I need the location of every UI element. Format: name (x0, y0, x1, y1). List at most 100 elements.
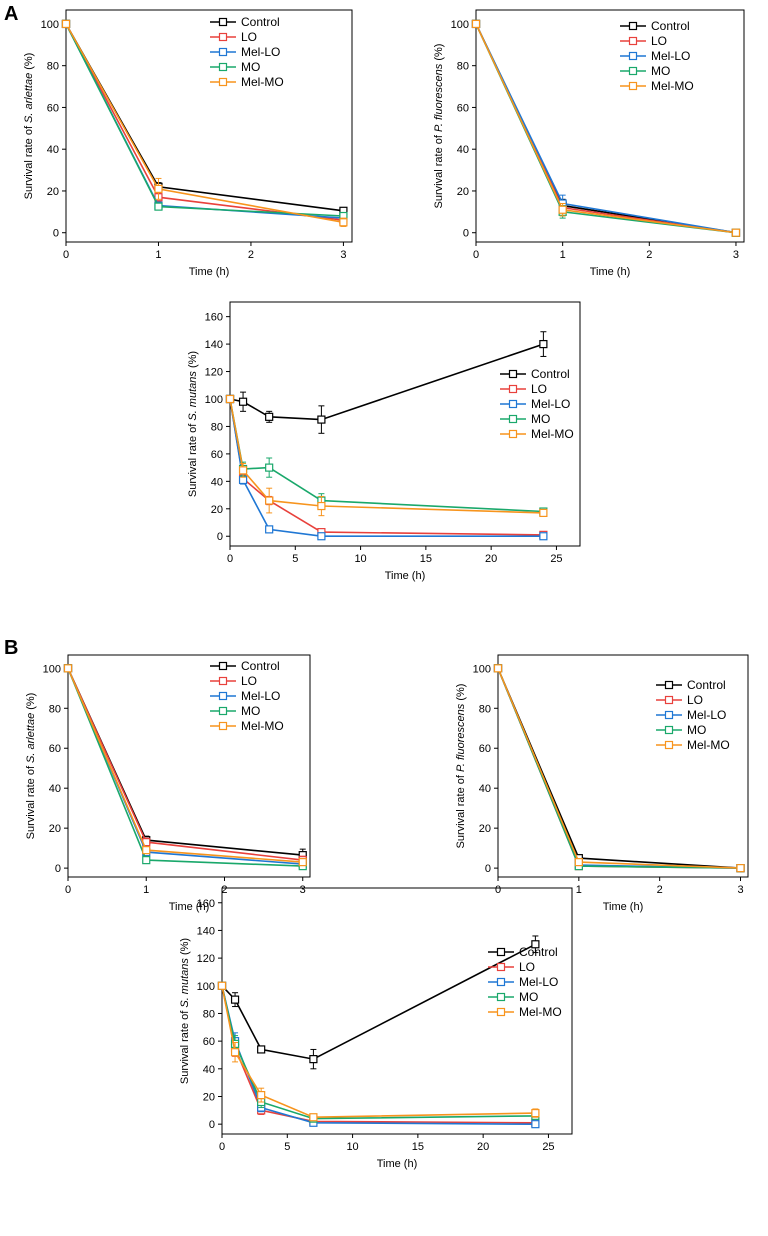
legend-marker (218, 721, 228, 731)
series-mel-mo (61, 19, 348, 227)
data-point (61, 19, 71, 29)
legend-marker (496, 1007, 506, 1017)
legend-marker (508, 399, 518, 409)
x-axis-label: Time (h) (169, 901, 210, 913)
x-tick-label: 3 (737, 884, 743, 896)
x-tick-label: 0 (65, 884, 71, 896)
x-tick-label: 15 (420, 553, 432, 565)
data-point (317, 501, 326, 511)
data-point (736, 864, 745, 873)
series-mel-lo (61, 19, 348, 223)
x-tick-label: 10 (346, 1141, 358, 1153)
panel-label-a: A (4, 3, 18, 25)
y-tick-label: 100 (205, 394, 223, 406)
x-axis-label: Time (h) (377, 1158, 418, 1170)
y-axis-label-part: Survival rate of (433, 132, 445, 208)
series-line (497, 667, 741, 869)
data-point (309, 1055, 318, 1064)
legend-label: Mel-MO (531, 427, 574, 441)
series-mo (471, 19, 741, 237)
y-tick-label: 140 (197, 925, 215, 937)
x-tick-label: 10 (354, 553, 366, 565)
legend-label: Control (241, 15, 280, 29)
data-point (531, 940, 540, 949)
data-point (539, 339, 548, 349)
legend-marker (218, 62, 228, 72)
legend-marker (508, 384, 518, 394)
y-axis-label-part: Survival rate of (25, 763, 37, 839)
legend-label: Mel-MO (519, 1005, 562, 1019)
data-point (471, 19, 481, 29)
data-point (539, 508, 548, 518)
legend-label: Mel-MO (651, 79, 694, 93)
legend-marker (218, 676, 228, 686)
y-axis-label: Survival rate of S. arlettae (%) (25, 693, 37, 840)
series-control (471, 19, 741, 237)
series-line (221, 985, 536, 1124)
y-axis-label-part: P. fluorescens (455, 703, 467, 772)
y-tick-label: 80 (203, 1008, 215, 1020)
data-point (317, 415, 326, 424)
y-tick-label: 80 (49, 703, 61, 715)
y-axis-label-part: (%) (433, 44, 445, 64)
series-line (229, 343, 544, 421)
x-tick-label: 15 (412, 1141, 424, 1153)
legend-label: MO (531, 412, 550, 426)
chart-a1: 0 20 40 60 80 100 0 1 2 3 Time (h) Survival rate of… (23, 9, 353, 278)
y-axis-label-part: Survival rate of (455, 772, 467, 848)
data-point (539, 532, 548, 541)
series-line (65, 23, 344, 217)
legend-marker (218, 77, 228, 87)
series-mo (225, 394, 548, 516)
legend-label: MO (241, 704, 260, 718)
x-tick-label: 1 (576, 884, 582, 896)
data-point (493, 664, 503, 673)
y-tick-label: 20 (49, 823, 61, 835)
y-tick-label: 40 (47, 144, 59, 156)
data-point (142, 846, 151, 855)
y-tick-label: 60 (47, 102, 59, 114)
legend-marker (508, 414, 518, 424)
legend-label: MO (241, 60, 260, 74)
legend-marker (218, 661, 228, 671)
series-line (221, 943, 536, 1060)
legend-label: Mel-LO (531, 397, 570, 411)
y-tick-label: 0 (55, 863, 61, 875)
y-tick-label: 0 (53, 228, 59, 240)
x-tick-label: 0 (219, 1141, 225, 1153)
y-tick-label: 60 (457, 102, 469, 114)
chart-a3: 0 20 40 60 80 100 120 140 160 0 5 10 15 20 25 Time (h) S… (187, 301, 581, 582)
data-point (339, 218, 348, 227)
series-mel-mo (217, 981, 540, 1122)
legend-label: Mel-MO (241, 75, 284, 89)
legend-label: Mel-LO (241, 689, 280, 703)
y-tick-label: 120 (197, 953, 215, 965)
series-mel-mo (493, 664, 745, 873)
data-point (142, 856, 151, 865)
x-axis-label: Time (h) (603, 901, 644, 913)
y-tick-label: 80 (211, 421, 223, 433)
series-line (497, 667, 741, 869)
data-point (238, 466, 248, 475)
series-control (61, 19, 348, 215)
legend-label: Control (651, 19, 690, 33)
legend-label: Control (687, 678, 726, 692)
y-tick-label: 100 (473, 663, 491, 675)
legend-label: Mel-LO (519, 975, 558, 989)
x-tick-label: 5 (284, 1141, 290, 1153)
legend-label: Mel-LO (687, 708, 726, 722)
legend-label: LO (531, 382, 547, 396)
legend-label: LO (241, 30, 257, 44)
legend-marker (628, 21, 638, 31)
y-axis-label-part: (%) (455, 684, 467, 704)
chart-a2: 0 20 40 60 80 100 0 1 2 3 Time (h) Survival rate of… (433, 9, 745, 278)
series-mo (61, 19, 348, 221)
y-axis-label-part: (%) (23, 53, 35, 73)
x-tick-label: 20 (477, 1141, 489, 1153)
